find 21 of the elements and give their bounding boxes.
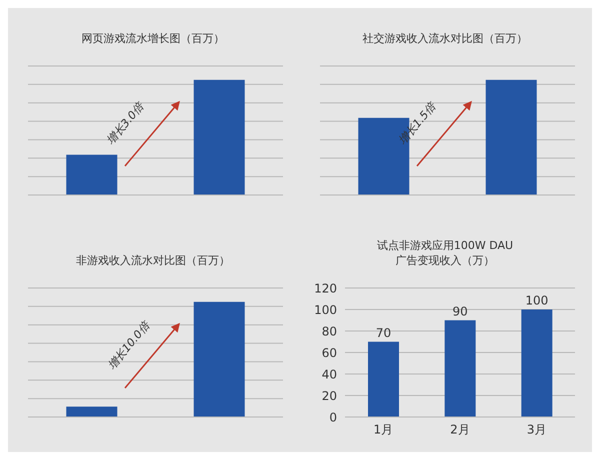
y-tick-label: 60 — [322, 346, 337, 360]
y-tick-label: 0 — [329, 410, 337, 424]
y-tick-label: 40 — [322, 367, 337, 382]
chart-title: 社交游戏收入流水对比图（百万） — [362, 31, 528, 46]
chart-title: 网页游戏流水增长图（百万） — [82, 31, 224, 46]
x-tick-label: 3月 — [526, 422, 546, 437]
bar — [368, 342, 399, 417]
y-tick-label: 80 — [322, 324, 337, 338]
data-label: 90 — [452, 304, 468, 318]
chart-title: 试点非游戏应用100W DAU 广告变现收入（万） — [376, 238, 514, 268]
x-tick-label: 2月 — [450, 422, 470, 437]
bar — [444, 320, 476, 417]
annotation: 增长3.0倍 — [103, 99, 148, 148]
data-label: 70 — [376, 326, 392, 340]
x-tick-label: 1月 — [374, 422, 394, 437]
chart-title: 非游戏收入流水对比图（百万） — [76, 253, 230, 268]
y-tick-label: 20 — [322, 388, 337, 403]
y-tick-label: 100 — [314, 302, 337, 317]
bar — [521, 310, 552, 417]
y-tick-label: 120 — [314, 281, 337, 296]
data-label: 100 — [525, 294, 548, 308]
